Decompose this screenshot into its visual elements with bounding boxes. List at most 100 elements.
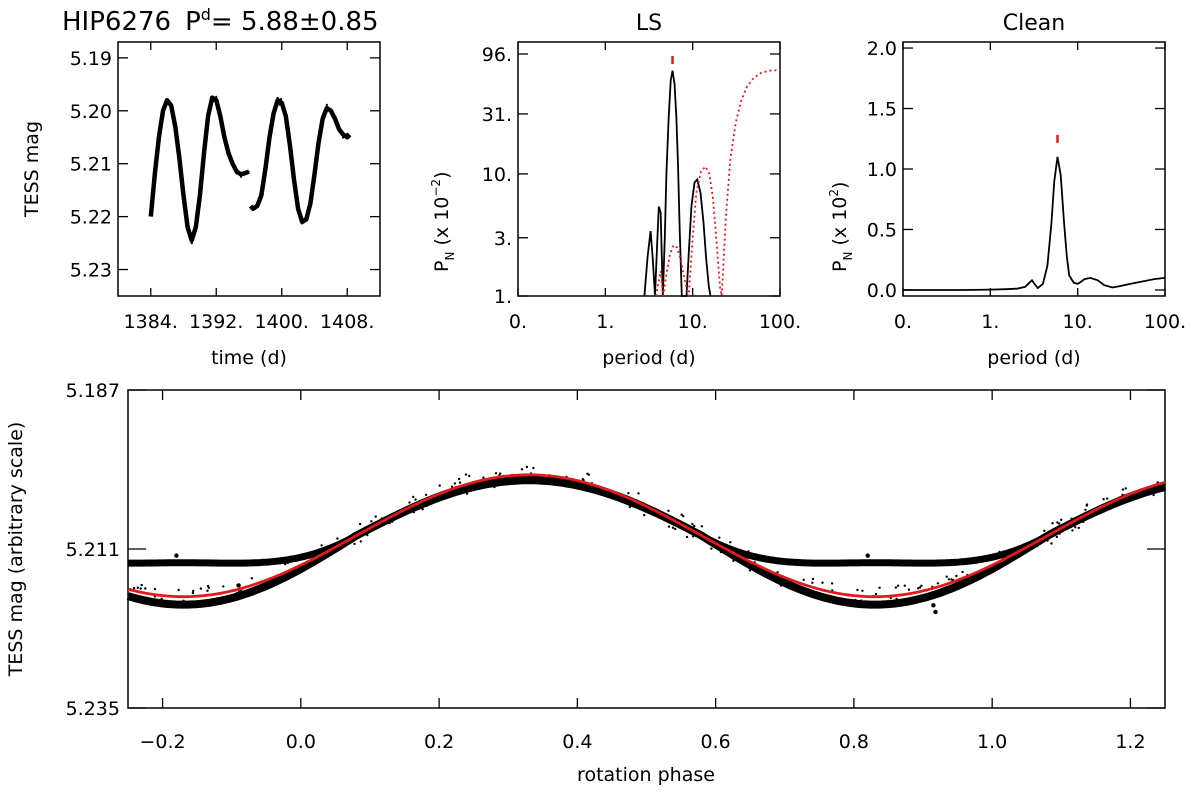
phase-point (811, 581, 814, 584)
y-tick-label: 5.23 (70, 260, 112, 282)
phase-point (545, 480, 548, 484)
period-value: = 5.88±0.85 (211, 7, 379, 37)
phase-point (1127, 496, 1130, 499)
light-curve-point (315, 157, 318, 160)
phase-point (617, 495, 621, 499)
clean-ylabel-sub: N (841, 252, 855, 261)
phase-point (191, 591, 195, 595)
light-curve-point (318, 137, 321, 140)
phase-point (199, 587, 203, 590)
phase-point (685, 535, 689, 539)
phase-point (1121, 488, 1125, 491)
clean-title: Clean (1003, 11, 1065, 36)
figure-title: HIP6276 Pd= 5.88±0.85 (62, 5, 379, 37)
phase-point (1058, 532, 1062, 535)
phase-point (821, 597, 824, 600)
x-tick-label: 0. (894, 311, 912, 333)
phase-point (998, 552, 1001, 556)
phase-point (250, 577, 254, 580)
x-tick-label: 100. (759, 311, 801, 333)
ls-power-curve (643, 70, 712, 297)
phase-point (1071, 529, 1074, 532)
phase-point (555, 482, 559, 486)
clean-xlabel: period (d) (987, 347, 1080, 369)
x-tick-label: 1408. (320, 311, 374, 333)
phase-point (874, 602, 878, 605)
light-curve-point (218, 110, 221, 113)
light-curve-point (316, 148, 319, 151)
light-curve-point (166, 102, 169, 105)
x-tick-label: 1384. (124, 311, 178, 333)
phase-point (1134, 494, 1137, 497)
phase-upper-branch (128, 477, 1166, 567)
phase-point (854, 598, 857, 602)
light-curve-point (339, 132, 342, 135)
light-curve-point (306, 211, 309, 214)
phase-point (144, 587, 147, 590)
phase-point (1144, 489, 1147, 493)
phase-point (859, 599, 863, 602)
phase-point (1070, 517, 1073, 520)
phase-point (414, 498, 417, 501)
phase-point (284, 562, 287, 566)
phase-point (457, 477, 461, 481)
light-curve-point (235, 172, 238, 175)
phase-ylabel: TESS mag (arbitrary scale) (5, 422, 27, 678)
light-curve-point (202, 160, 205, 163)
light-curve-point (328, 107, 331, 110)
phase-point (718, 536, 721, 539)
light-curve-point (194, 229, 197, 233)
light-curve-point (207, 109, 210, 112)
light-curve-point (292, 174, 295, 177)
light-curve-point (341, 131, 344, 134)
light-curve-point (284, 114, 287, 117)
phase-point (235, 591, 239, 595)
light-curve-point (345, 137, 348, 140)
phase-point (192, 589, 195, 593)
light-curve-point (325, 103, 328, 106)
light-curve-point (158, 131, 161, 134)
clean-curves (903, 134, 1166, 291)
x-tick-label: 0.6 (701, 731, 731, 753)
phase-point (412, 495, 415, 499)
phase-point (1056, 525, 1060, 529)
phase-point (444, 496, 447, 499)
phase-point (719, 550, 723, 554)
x-tick-label: 0.2 (424, 731, 454, 753)
phase-point (802, 578, 805, 581)
clean-ylabel-exp: 2 (827, 189, 841, 197)
phase-outlier (931, 603, 936, 608)
phase-point (424, 493, 428, 496)
phase-point (464, 473, 468, 476)
phase-point (412, 510, 416, 514)
phase-point (1002, 550, 1005, 553)
phase-point (845, 600, 848, 603)
phase-point (671, 526, 675, 529)
period-label: P (185, 7, 201, 37)
star-name: HIP6276 (62, 7, 171, 37)
phase-point (816, 594, 819, 597)
phase-point (482, 476, 485, 479)
light-curve-point (280, 103, 283, 106)
light-curve-point (316, 152, 319, 155)
phase-point (835, 597, 838, 600)
phase-point (643, 513, 646, 517)
light-curve-point (307, 213, 310, 216)
phase-point (627, 492, 630, 495)
phase-point (1084, 508, 1087, 511)
y-tick-label: 5.21 (70, 154, 112, 176)
phase-point (680, 513, 683, 516)
clean-ticks: 0. 1. 10. 100. 0.0 0.5 1.0 1.5 2.0 (867, 38, 1186, 333)
light-curve-trace (248, 97, 352, 225)
phase-point (811, 591, 814, 595)
light-curve-point (295, 195, 298, 198)
clean-ylabel: PN (x 102) (827, 182, 855, 272)
phase-point (177, 588, 180, 592)
phase-point (520, 468, 524, 471)
phase-point (895, 597, 898, 600)
phase-fit-curve (127, 473, 1166, 599)
phase-point (532, 466, 535, 470)
light-curve-point (245, 171, 248, 174)
light-curve-point (310, 193, 313, 196)
